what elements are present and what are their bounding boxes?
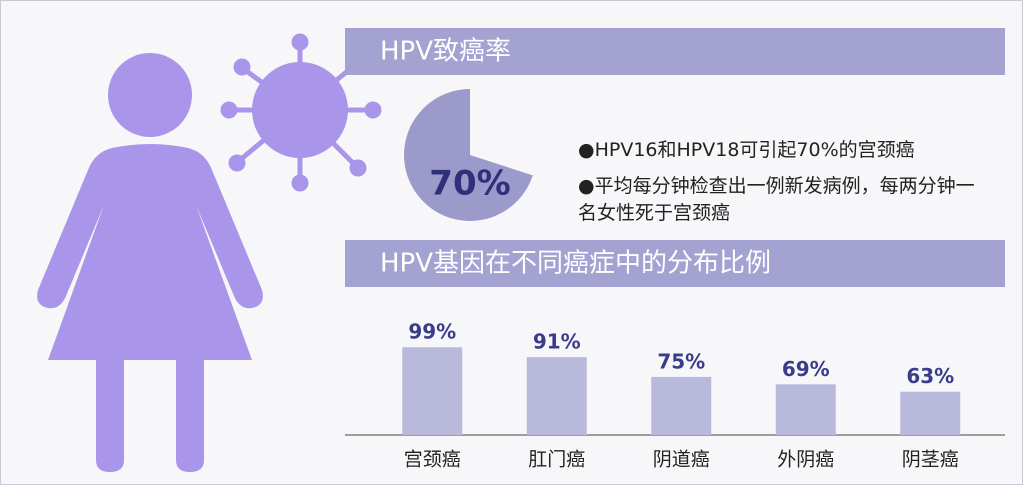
value-label: 99% [408,320,456,344]
x-tick-label: 宫颈癌 [404,449,461,471]
chart: HPV致癌率 HPV基因在不同癌症中的分布比例 70% 99% 宫颈癌 91% 肛门癌 7… [0,0,1023,485]
bar [651,377,711,435]
bar [402,347,462,435]
annotation: ●平均每分钟检查出一例新发病例，每两分钟一名女性死于宫颈癌 [578,173,978,227]
x-tick-label: 外阴癌 [777,449,834,471]
pie-label: 70% [429,164,510,204]
annotation: ●HPV16和HPV18可引起70%的宫颈癌 [578,137,978,164]
value-label: 91% [533,330,581,354]
bar [900,392,960,435]
x-tick-label: 阴茎癌 [902,449,959,471]
bar-title: HPV基因在不同癌症中的分布比例 [380,249,771,279]
x-tick-label: 阴道癌 [653,449,710,471]
pie-title: HPV致癌率 [380,37,511,67]
value-label: 63% [906,364,954,388]
page: HPV致癌率 HPV基因在不同癌症中的分布比例 70% 99% 宫颈癌 91% 肛门癌 7… [0,0,1023,485]
value-label: 69% [782,357,830,381]
value-label: 75% [657,349,705,373]
x-tick-label: 肛门癌 [528,449,585,471]
bar [527,357,587,435]
bar [776,384,836,435]
